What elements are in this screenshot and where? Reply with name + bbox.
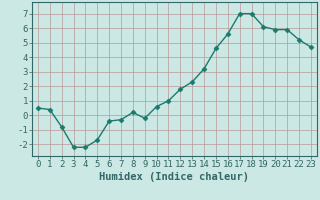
- X-axis label: Humidex (Indice chaleur): Humidex (Indice chaleur): [100, 172, 249, 182]
